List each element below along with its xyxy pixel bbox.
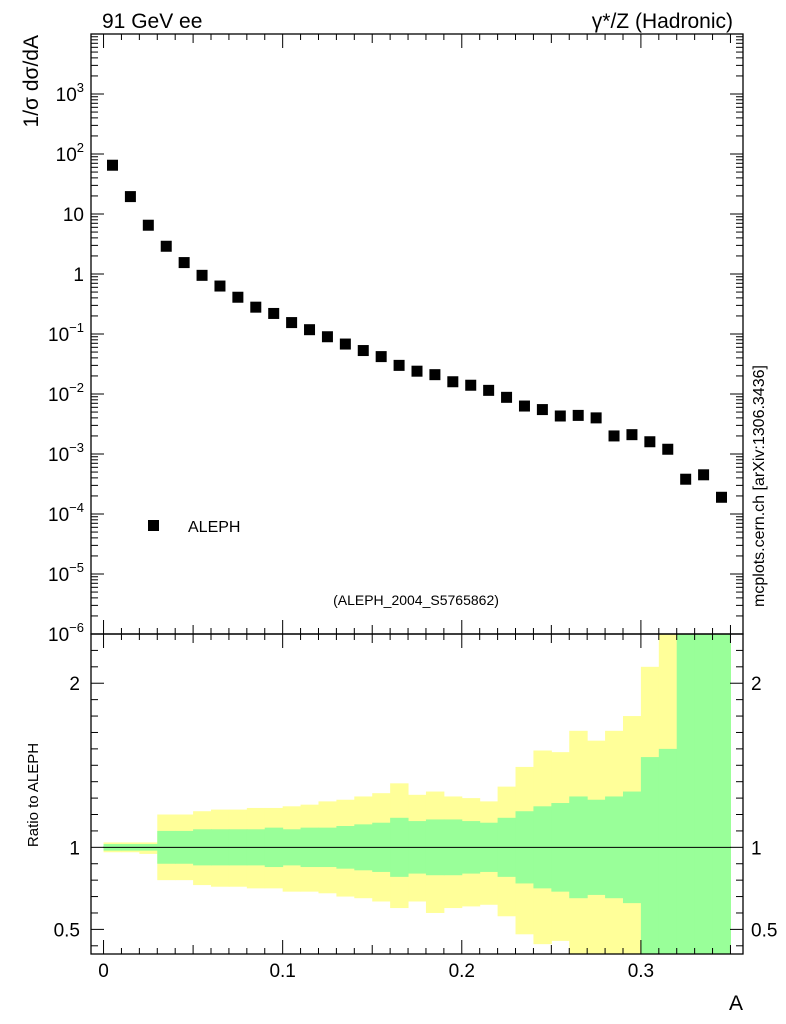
ratio-inner-band-bin <box>676 634 696 954</box>
ratio-y-tick-label-left: 2 <box>69 674 80 695</box>
data-point-aleph <box>716 491 728 503</box>
data-point-aleph <box>214 280 226 292</box>
data-point-aleph <box>250 301 262 313</box>
data-point-aleph <box>375 351 387 363</box>
x-axis-label: A <box>729 992 743 1015</box>
data-point-aleph <box>393 359 405 371</box>
top-y-tick-label: 10−4 <box>48 500 84 526</box>
header-left: 91 GeV ee <box>102 10 202 33</box>
data-point-aleph <box>501 391 513 403</box>
top-y-tick-label: 1 <box>73 265 84 286</box>
data-point-aleph <box>321 331 333 343</box>
data-point-aleph <box>429 369 441 381</box>
tick-exponent: 3 <box>77 80 84 95</box>
legend-marker-aleph <box>148 520 159 531</box>
data-point-aleph <box>142 219 154 231</box>
data-point-aleph <box>644 436 656 448</box>
tick-exponent: −3 <box>69 440 84 455</box>
tick-base: 10 <box>48 565 69 586</box>
tick-base: 10 <box>48 325 69 346</box>
data-point-aleph <box>232 291 244 303</box>
ratio-y-tick-label-right: 0.5 <box>751 920 777 941</box>
analysis-id: (ALEPH_2004_S5765862) <box>333 592 499 608</box>
data-point-aleph <box>447 376 459 388</box>
tick-base: 10 <box>56 85 77 106</box>
tick-exponent: −1 <box>69 320 84 335</box>
top-y-tick-label: 103 <box>56 80 84 106</box>
ratio-ylabel: Ratio to ALEPH <box>25 743 42 847</box>
ratio-inner-band-bin <box>712 634 731 954</box>
ratio-y-tick-label-right: 1 <box>751 838 762 859</box>
x-tick-label: 0.3 <box>628 961 654 982</box>
x-tick-label: 0.1 <box>269 961 295 982</box>
ratio-y-tick-label-left: 0.5 <box>54 920 80 941</box>
x-tick-label: 0.2 <box>449 961 475 982</box>
tick-base: 10 <box>48 385 69 406</box>
top-y-tick-label: 102 <box>56 140 84 166</box>
data-point-aleph <box>339 338 351 350</box>
data-point-aleph <box>465 379 477 391</box>
tick-base: 1 <box>73 265 84 286</box>
side-label: mcplots.cern.ch [arXiv:1306.3436] <box>751 365 768 607</box>
data-point-aleph <box>680 473 692 485</box>
tick-exponent: −2 <box>69 380 84 395</box>
tick-base: 10 <box>48 625 69 646</box>
data-point-aleph <box>411 365 423 377</box>
tick-base: 10 <box>48 445 69 466</box>
data-point-aleph <box>483 384 495 396</box>
data-point-aleph <box>196 269 208 281</box>
top-y-tick-label: 10−1 <box>48 320 84 346</box>
tick-base: 10 <box>48 505 69 526</box>
top-ylabel: 1/σ dσ/dA <box>20 35 43 127</box>
data-point-aleph <box>554 410 566 422</box>
tick-base: 10 <box>56 145 77 166</box>
data-point-aleph <box>268 307 280 319</box>
x-tick-label: 0 <box>98 961 109 982</box>
data-point-aleph <box>590 412 602 424</box>
header-right: γ*/Z (Hadronic) <box>592 10 733 33</box>
tick-exponent: −6 <box>69 620 84 635</box>
data-point-aleph <box>124 191 136 203</box>
ratio-inner-band-bin <box>694 634 714 954</box>
ratio-inner-band-bin <box>658 748 678 954</box>
ratio-inner-band-bin <box>640 757 660 954</box>
ratio-bands <box>103 634 731 954</box>
top-y-tick-label: 10−2 <box>48 380 84 406</box>
data-point-aleph <box>304 324 316 336</box>
data-point-aleph <box>357 345 369 357</box>
data-point-aleph <box>626 429 638 441</box>
tick-exponent: 2 <box>77 140 84 155</box>
data-point-aleph <box>536 404 548 416</box>
top-plot-frame <box>90 33 744 635</box>
tick-base: 10 <box>63 205 84 226</box>
data-point-aleph <box>286 317 298 329</box>
top-y-tick-label: 10−3 <box>48 440 84 466</box>
data-point-aleph <box>178 257 190 269</box>
tick-exponent: −4 <box>69 500 84 515</box>
data-point-aleph <box>572 409 584 421</box>
ratio-plot-frame <box>90 633 744 955</box>
legend-label: ALEPH <box>188 519 240 536</box>
top-y-tick-label: 10−6 <box>48 620 84 646</box>
data-point-aleph <box>160 240 172 252</box>
tick-exponent: −5 <box>69 560 84 575</box>
data-point-aleph <box>518 400 530 412</box>
data-point-aleph <box>106 159 118 171</box>
ratio-y-tick-label-left: 1 <box>69 838 80 859</box>
data-point-aleph <box>662 443 674 455</box>
ratio-y-tick-label-right: 2 <box>751 674 762 695</box>
data-point-aleph <box>698 469 710 481</box>
top-y-tick-label: 10−5 <box>48 560 84 586</box>
data-point-aleph <box>608 430 620 442</box>
top-y-tick-label: 10 <box>63 205 84 226</box>
